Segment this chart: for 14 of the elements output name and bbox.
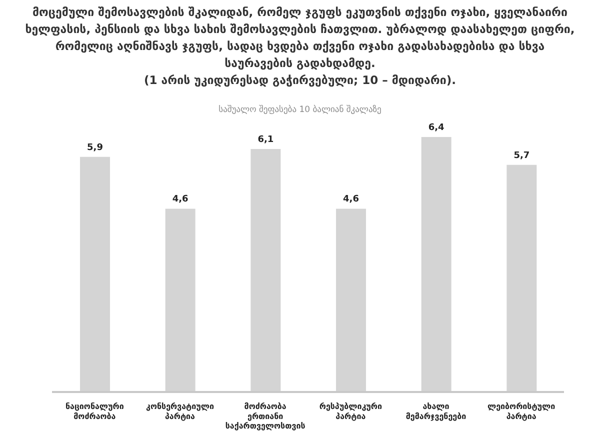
data-label: 4,6 (343, 194, 359, 205)
x-tick-label: ნაციონალური მოძრაობა (65, 402, 124, 421)
data-label: 4,6 (172, 194, 188, 205)
chart-subtitle: საშუალო შეფასება 10 ბალიან შკალაზე (218, 105, 382, 115)
x-tick-label: ლეიბორისტული პარტია (488, 402, 556, 421)
data-label: 6,1 (258, 134, 274, 145)
x-tick-label: რესპუბლიკური პარტია (319, 402, 382, 421)
data-label: 5,9 (87, 142, 103, 153)
x-tick-label: კონსერვატიული პარტია (146, 402, 214, 421)
data-label: 5,7 (514, 150, 530, 161)
x-tick-label: ახალი მემარჯვენეები (406, 402, 467, 421)
x-tick-label: მოძრაობა ერთიანი საქართველოსთვის (225, 402, 306, 430)
chart-title: მოცემული შემოსავლების შკალიდან, რომელ ჯგუფს ეკუთვნის თქვენი ოჯახი, ყველანაირი ხელფასის, პენსიის და სხვა სახის შემოსავლების ჩათვლით. უბრალოდ დაასახელეთ ციფრი, რომელიც აღნიშნავს ჯგუფს, სადაც ხვდება თქვენი ოჯახი გადასახადებისა და სხვა საურავების გადახდამდე. (1 არის უკიდურესად გაჭირვებული; 10 – მდიდარი). (25, 4, 575, 89)
data-label: 6,4 (428, 123, 444, 133)
